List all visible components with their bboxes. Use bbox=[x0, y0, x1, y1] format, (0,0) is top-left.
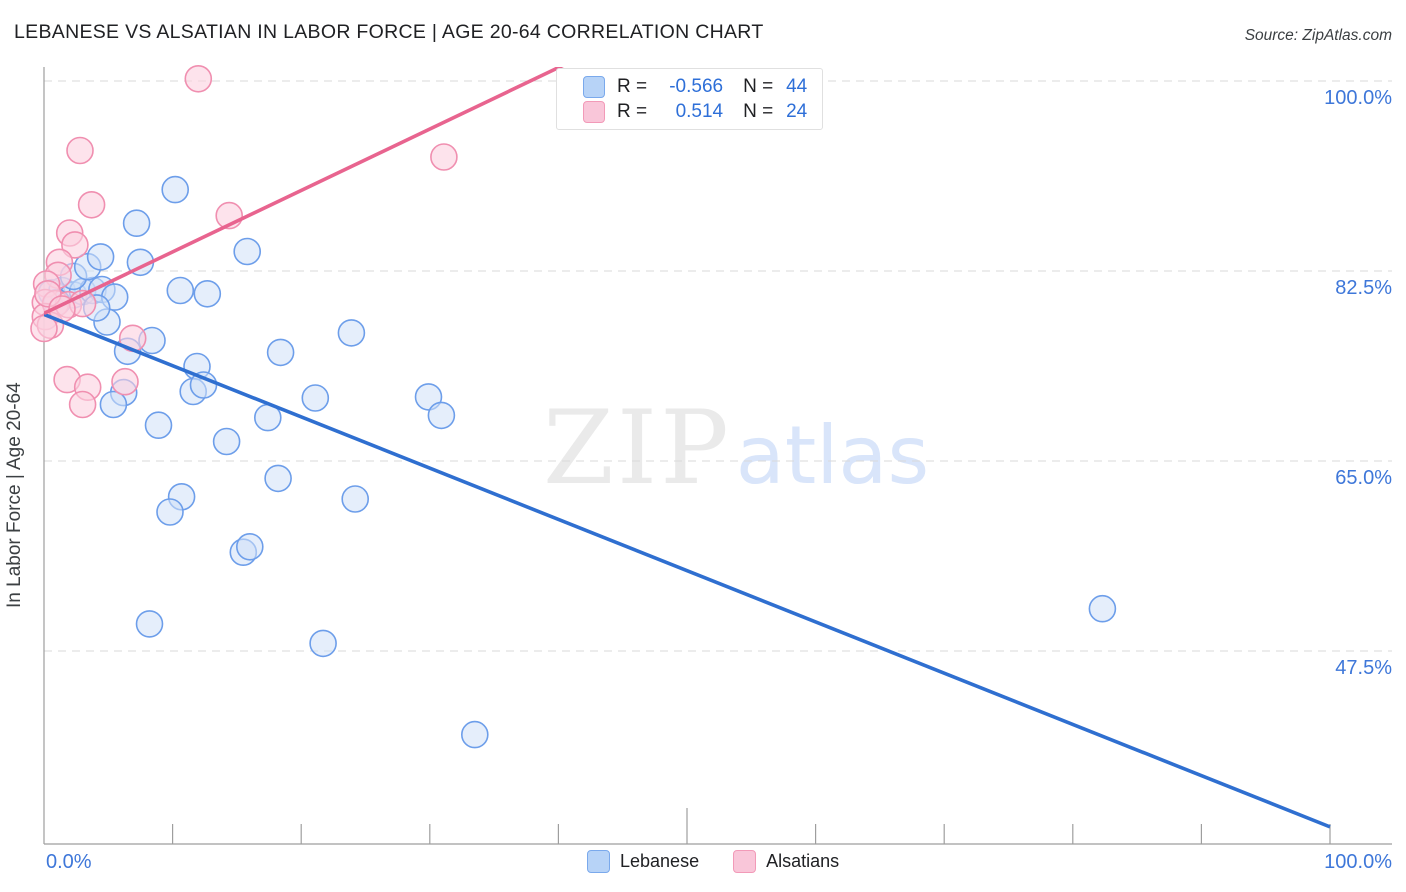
n-label: N = bbox=[743, 76, 774, 97]
lebanese-swatch-icon bbox=[587, 850, 610, 873]
lebanese-point[interactable] bbox=[161, 175, 189, 204]
lebanese-point[interactable] bbox=[264, 464, 292, 493]
lebanese-point[interactable] bbox=[144, 411, 173, 440]
legend-row-alsatians: R = 0.514 N = 24 bbox=[583, 100, 822, 123]
series-legend: Lebanese Alsatians bbox=[587, 850, 839, 873]
lebanese-point[interactable] bbox=[156, 498, 184, 526]
alsatians-swatch-icon bbox=[733, 850, 757, 873]
alsatians-point[interactable] bbox=[61, 231, 89, 259]
lebanese-point[interactable] bbox=[99, 390, 128, 419]
r-value: 0.514 bbox=[675, 101, 724, 122]
lebanese-point[interactable] bbox=[236, 532, 264, 561]
y-axis-tick-label: 100.0% bbox=[1324, 87, 1392, 109]
lebanese-point[interactable] bbox=[460, 720, 489, 749]
lebanese-swatch-icon bbox=[583, 75, 605, 98]
n-label: N = bbox=[743, 101, 774, 122]
y-axis-tick-label: 47.5% bbox=[1335, 656, 1392, 679]
legend-item-label: Alsatians bbox=[766, 851, 840, 871]
lebanese-point[interactable] bbox=[427, 401, 456, 430]
lebanese-point[interactable] bbox=[341, 485, 370, 513]
r-label: R = bbox=[617, 101, 648, 122]
lebanese-point[interactable] bbox=[122, 209, 151, 237]
y-axis-title: In Labor Force | Age 20-64 bbox=[4, 382, 25, 608]
x-axis-label-max: 100.0% bbox=[1324, 851, 1392, 873]
lebanese-point[interactable] bbox=[166, 276, 195, 305]
lebanese-point[interactable] bbox=[337, 319, 366, 347]
n-value: 24 bbox=[786, 101, 808, 122]
watermark: ZIP atlas bbox=[543, 398, 929, 500]
lebanese-point[interactable] bbox=[1088, 594, 1117, 623]
alsatians-point[interactable] bbox=[184, 65, 213, 93]
alsatians-swatch-icon bbox=[583, 100, 605, 123]
watermark-atlas: atlas bbox=[735, 409, 930, 502]
alsatians-trend-line bbox=[44, 67, 564, 315]
alsatians-point[interactable] bbox=[68, 390, 97, 419]
alsatians-point[interactable] bbox=[111, 367, 139, 396]
lebanese-point[interactable] bbox=[135, 610, 164, 638]
r-value: -0.566 bbox=[669, 76, 724, 97]
legend-item-label: Lebanese bbox=[620, 851, 700, 871]
x-axis-label-min: 0.0% bbox=[46, 851, 92, 873]
legend-item-alsatians: Alsatians bbox=[733, 850, 839, 873]
legend-row-lebanese: R = -0.566 N = 44 bbox=[583, 75, 822, 98]
alsatians-point[interactable] bbox=[77, 191, 106, 219]
lebanese-point[interactable] bbox=[193, 279, 222, 308]
r-label: R = bbox=[617, 76, 648, 97]
n-value: 44 bbox=[786, 76, 808, 97]
page-title: LEBANESE VS ALSATIAN IN LABOR FORCE | AG… bbox=[14, 21, 764, 43]
lebanese-point[interactable] bbox=[301, 384, 330, 412]
source-attribution: Source: ZipAtlas.com bbox=[1244, 27, 1392, 44]
correlation-legend: R = -0.566 N = 44 R = 0.514 N = 24 bbox=[556, 68, 823, 130]
lebanese-point[interactable] bbox=[266, 338, 295, 367]
lebanese-point[interactable] bbox=[212, 427, 241, 456]
y-axis-tick-label: 82.5% bbox=[1335, 276, 1392, 299]
alsatians-point[interactable] bbox=[66, 136, 94, 165]
lebanese-point[interactable] bbox=[233, 237, 261, 266]
lebanese-trend-line bbox=[44, 312, 1331, 829]
lebanese-point[interactable] bbox=[86, 243, 115, 271]
watermark-zip: ZIP bbox=[543, 389, 732, 508]
legend-item-lebanese: Lebanese bbox=[587, 850, 699, 873]
lebanese-point[interactable] bbox=[309, 629, 337, 658]
y-axis-tick-label: 65.0% bbox=[1335, 466, 1392, 489]
alsatians-point[interactable] bbox=[430, 143, 458, 171]
